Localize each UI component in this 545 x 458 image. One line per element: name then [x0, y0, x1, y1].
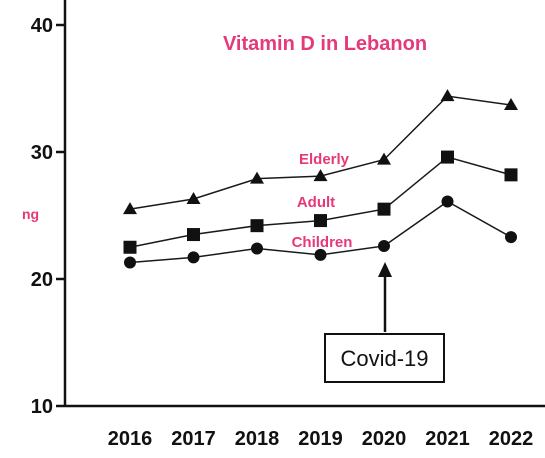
x-tick-label-2021: 2021: [425, 428, 470, 450]
point-children-2020: [378, 239, 390, 252]
point-elderly-2022: [504, 98, 518, 111]
point-adult-2016: [123, 240, 137, 254]
point-adult-2020: [377, 202, 391, 216]
covid-box: [324, 333, 445, 383]
point-children-2018: [251, 242, 263, 255]
point-elderly-2021: [440, 89, 455, 102]
y-tick-label-20: 20: [31, 269, 53, 291]
point-elderly-2016: [123, 202, 137, 215]
y-axis-label: ng: [22, 206, 39, 222]
series-markers: [123, 89, 518, 269]
point-children-2021: [441, 195, 454, 208]
point-adult-2017: [187, 228, 200, 242]
x-tick-labels: 2016 2017 2018 2019 2020 2021 2022: [108, 428, 534, 450]
point-children-2017: [187, 251, 200, 264]
point-adult-2018: [250, 219, 264, 233]
covid-label: Covid-19: [340, 346, 428, 371]
x-tick-label-2017: 2017: [171, 428, 216, 450]
series-label-children: Children: [292, 234, 353, 251]
point-adult-2019: [314, 214, 327, 228]
series-label-adult: Adult: [297, 194, 335, 211]
y-tick-labels: 10 20 30 40: [31, 15, 53, 418]
point-elderly-2019: [313, 169, 328, 182]
chart-title: Vitamin D in Lebanon: [223, 33, 427, 55]
x-tick-label-2018: 2018: [235, 428, 280, 450]
point-elderly-2018: [250, 171, 264, 184]
point-elderly-2017: [186, 191, 201, 204]
x-tick-label-2016: 2016: [108, 428, 153, 450]
x-tick-label-2022: 2022: [489, 428, 534, 450]
y-tick-label-30: 30: [31, 142, 53, 164]
point-adult-2021: [441, 150, 454, 164]
y-tick-label-10: 10: [31, 396, 53, 418]
point-adult-2022: [504, 168, 518, 182]
covid-annotation: Covid-19: [324, 262, 445, 383]
point-elderly-2020: [377, 152, 391, 165]
point-children-2019: [314, 248, 327, 261]
point-children-2022: [505, 231, 517, 244]
series-label-elderly: Elderly: [299, 151, 350, 168]
x-tick-label-2019: 2019: [298, 428, 343, 450]
x-tick-label-2020: 2020: [362, 428, 407, 450]
point-children-2016: [124, 256, 136, 269]
y-tick-label-40: 40: [31, 15, 53, 37]
axes: [56, 0, 545, 408]
covid-arrow-head: [378, 262, 392, 277]
